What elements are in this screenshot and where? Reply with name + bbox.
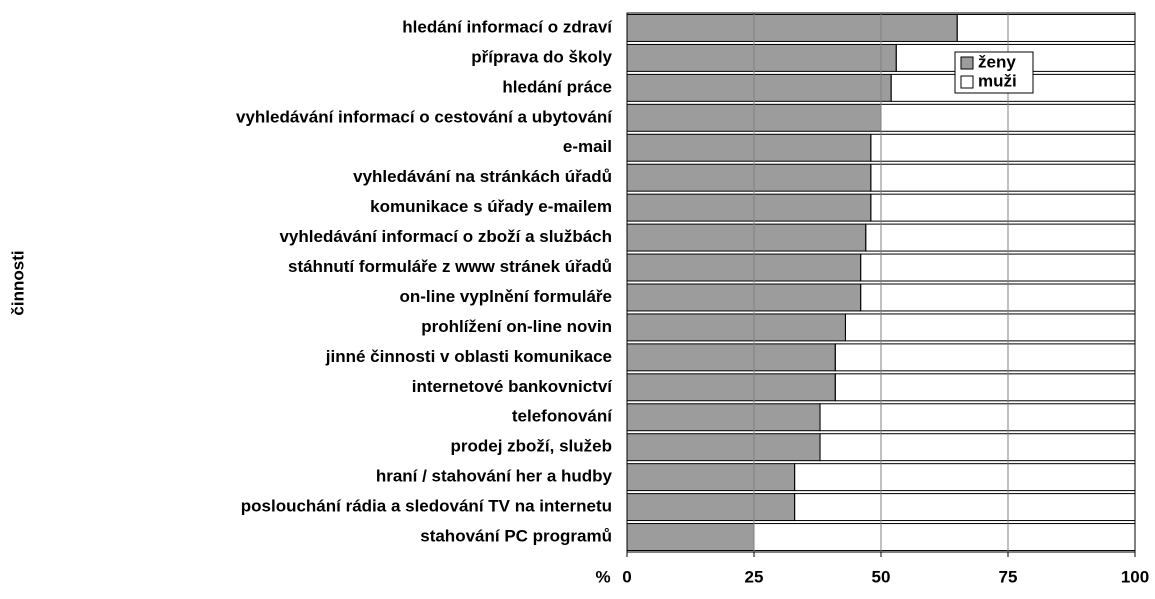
bar <box>753 523 1136 551</box>
bar <box>860 253 1136 282</box>
bar <box>834 343 1136 372</box>
y-tick-label: hraní / stahování her a hudby <box>376 467 613 486</box>
legend-label: muži <box>978 71 1017 90</box>
y-tick-label: telefonování <box>512 407 613 426</box>
y-tick-label: internetové bankovnictví <box>412 377 614 396</box>
bar <box>626 193 872 222</box>
y-tick-label: hledání informací o zdraví <box>402 17 613 36</box>
bar <box>870 133 1136 162</box>
bar <box>626 253 862 282</box>
bar <box>626 163 872 192</box>
y-tick-label: prohlížení on-line novin <box>421 317 612 336</box>
y-tick-label: poslouchání rádia a sledování TV na inte… <box>241 497 612 516</box>
y-tick-label: on-line vyplnění formuláře <box>399 287 612 306</box>
bar <box>626 133 872 162</box>
legend-swatch <box>960 56 974 70</box>
bar <box>626 313 846 342</box>
y-tick-label: e-mail <box>563 137 612 156</box>
bar <box>865 223 1136 252</box>
bar <box>626 14 958 42</box>
plot-frame <box>626 12 1136 553</box>
bar <box>626 373 836 402</box>
bar <box>870 163 1136 192</box>
legend-label: ženy <box>978 52 1016 71</box>
x-tick-label: 50 <box>872 567 891 586</box>
y-tick-label: hledání práce <box>502 77 612 96</box>
y-tick-label: vyhledávání informací o cestování a ubyt… <box>236 107 613 126</box>
bar <box>956 14 1136 42</box>
bar <box>626 433 821 462</box>
bar <box>626 223 867 252</box>
bar <box>794 493 1136 522</box>
bar <box>844 313 1136 342</box>
bar <box>626 343 836 372</box>
y-tick-label: příprava do školy <box>471 47 612 66</box>
y-tick-label: vyhledávání informací o zboží a službách <box>279 227 612 246</box>
bar <box>626 403 821 432</box>
y-tick-label: stahování PC programů <box>420 527 612 546</box>
y-tick-label: komunikace s úřady e-mailem <box>370 197 612 216</box>
legend-swatch <box>960 75 974 89</box>
bar <box>834 373 1136 402</box>
bar <box>819 403 1136 432</box>
bar <box>626 283 862 312</box>
x-tick-label: 100 <box>1121 567 1149 586</box>
bar <box>626 493 796 522</box>
x-tick-label: 0 <box>622 567 631 586</box>
y-tick-label: vyhledávání na stránkách úřadů <box>353 167 612 186</box>
bar <box>626 73 892 102</box>
y-tick-label: jinné činnosti v oblasti komunikace <box>325 347 612 366</box>
y-tick-label: stáhnutí formuláře z www stránek úřadů <box>288 257 612 276</box>
bar <box>626 523 755 551</box>
bar <box>794 463 1136 492</box>
x-tick-label: 25 <box>745 567 764 586</box>
x-tick-label: 75 <box>999 567 1018 586</box>
bar <box>870 193 1136 222</box>
x-axis-label: % <box>595 567 610 586</box>
bar <box>626 463 796 492</box>
y-tick-label: prodej zboží, služeb <box>450 437 612 456</box>
y-axis-label: činnosti <box>8 250 27 315</box>
bar <box>819 433 1136 462</box>
bar <box>860 283 1136 312</box>
bar <box>626 43 897 72</box>
